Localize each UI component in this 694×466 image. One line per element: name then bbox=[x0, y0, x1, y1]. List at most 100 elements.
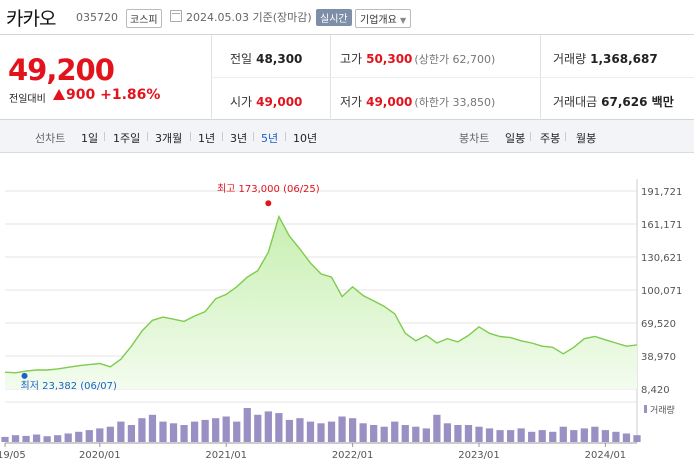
volume-bar bbox=[464, 425, 473, 442]
prev-close-cell: 전일 48,300 bbox=[230, 50, 302, 67]
volume-bar bbox=[43, 436, 51, 442]
volume-bar bbox=[601, 430, 610, 442]
x-tick-label: 2023/01 bbox=[458, 450, 500, 461]
calendar-icon bbox=[170, 10, 182, 22]
volume-bar bbox=[190, 421, 199, 442]
line-chart-label: 선차트 bbox=[35, 132, 66, 145]
tab-5y[interactable]: 5년 bbox=[261, 132, 279, 145]
volume-bar bbox=[169, 423, 178, 442]
high-cell: 고가 50,300 (상한가 62,700) bbox=[340, 50, 495, 67]
max-point-marker bbox=[265, 200, 272, 207]
lower-limit: (하한가 33,850) bbox=[414, 96, 496, 109]
tab-10y[interactable]: 10년 bbox=[293, 132, 318, 145]
tab-weekly[interactable]: 주봉 bbox=[540, 132, 561, 145]
change-percent: +1.86% bbox=[100, 87, 161, 103]
tab-1d[interactable]: 1일 bbox=[81, 132, 99, 145]
volume-bar bbox=[180, 425, 188, 442]
volume-bar bbox=[338, 416, 346, 442]
volume-bar bbox=[159, 421, 167, 442]
volume-bar bbox=[275, 413, 283, 442]
high-value: 50,300 bbox=[366, 52, 413, 66]
volume-bar bbox=[285, 419, 294, 442]
volume-bar bbox=[506, 430, 515, 442]
min-label: 최저 23,382 (06/07) bbox=[21, 380, 117, 392]
tab-daily[interactable]: 일봉 bbox=[505, 132, 526, 145]
stock-header: 카카오 035720 코스피 2024.05.03 기준(장마감) 실시간 기업… bbox=[0, 0, 694, 34]
tab-1y[interactable]: 1년 bbox=[198, 132, 216, 145]
volume-bar bbox=[412, 426, 420, 442]
volume-bar bbox=[549, 431, 557, 442]
open-cell: 시가 49,000 bbox=[230, 93, 302, 110]
tab-3m[interactable]: 3개월 bbox=[155, 132, 183, 145]
tab-3y[interactable]: 3년 bbox=[230, 132, 248, 145]
min-point-marker bbox=[21, 372, 28, 379]
up-triangle-icon bbox=[53, 89, 65, 100]
volume-bar bbox=[317, 423, 325, 442]
volume-bar bbox=[433, 414, 441, 442]
amount-value: 67,626 백만 bbox=[601, 95, 674, 109]
volume-bar bbox=[528, 431, 536, 442]
volume-bar bbox=[1, 436, 9, 442]
realtime-button[interactable]: 실시간 bbox=[316, 9, 352, 26]
volume-bar bbox=[538, 430, 546, 442]
price-chart[interactable]: 191,721 161,171 130,621 100,071 69,520 38,970… bbox=[0, 153, 694, 466]
volume-bar bbox=[296, 418, 304, 442]
amount-cell: 거래대금 67,626 백만 bbox=[553, 93, 674, 110]
low-value: 49,000 bbox=[366, 95, 413, 109]
chart-tabs: 선차트 1일 1주일 3개월 1년 3년 5년 10년 봉차트 일봉 주봉 월봉 bbox=[0, 120, 694, 153]
x-tick-label: 2022/01 bbox=[332, 450, 374, 461]
change-value: 900 bbox=[66, 87, 96, 103]
volume-bar bbox=[591, 426, 599, 442]
y-tick-label: 130,621 bbox=[641, 253, 682, 264]
open-label: 시가 bbox=[230, 95, 253, 109]
low-cell: 저가 49,000 (하한가 33,850) bbox=[340, 93, 495, 110]
volume-bar bbox=[475, 426, 483, 442]
max-label: 최고 173,000 (06/25) bbox=[217, 183, 320, 195]
volume-bar bbox=[233, 421, 241, 442]
volume-bar bbox=[117, 421, 125, 442]
company-info-button[interactable]: 기업개요 ▼ bbox=[355, 9, 412, 28]
volume-bar bbox=[580, 428, 588, 442]
volume-bar bbox=[422, 428, 430, 442]
y-tick-label: 69,520 bbox=[641, 319, 676, 330]
volume-cell: 거래량 1,368,687 bbox=[553, 50, 658, 67]
volume-bar bbox=[496, 430, 504, 442]
volume-bar bbox=[327, 421, 336, 442]
volume-bar bbox=[148, 414, 157, 442]
amount-label: 거래대금 bbox=[553, 95, 598, 109]
y-tick-label: 8,420 bbox=[641, 385, 670, 396]
tab-1w[interactable]: 1주일 bbox=[113, 132, 141, 145]
chevron-down-icon: ▼ bbox=[400, 16, 407, 25]
prev-close-label: 전일 bbox=[230, 52, 253, 66]
volume-legend-swatch bbox=[644, 405, 647, 413]
volume-bar bbox=[54, 435, 62, 442]
quote-date: 2024.05.03 기준(장마감) bbox=[186, 11, 312, 24]
change-label: 전일대비 bbox=[9, 94, 46, 105]
volume-label: 거래량 bbox=[553, 52, 587, 66]
volume-bar bbox=[85, 430, 93, 442]
tab-monthly[interactable]: 월봉 bbox=[576, 132, 597, 145]
volume-bar bbox=[243, 408, 251, 442]
upper-limit: (상한가 62,700) bbox=[414, 53, 496, 66]
x-tick-label: 2024/01 bbox=[585, 450, 627, 461]
volume-legend-label: 거래량 bbox=[650, 404, 675, 416]
volume-bar bbox=[517, 428, 525, 442]
high-label: 고가 bbox=[340, 52, 363, 66]
volume-bar bbox=[380, 426, 388, 442]
volume-bar bbox=[633, 435, 641, 442]
volume-bar bbox=[254, 414, 262, 442]
y-tick-label: 38,970 bbox=[641, 352, 676, 363]
volume-bar bbox=[570, 430, 578, 442]
volume-bar bbox=[138, 418, 146, 442]
candle-chart-label: 봉차트 bbox=[459, 132, 490, 145]
open-value: 49,000 bbox=[256, 95, 303, 109]
volume-bar bbox=[11, 435, 20, 442]
volume-bar bbox=[212, 418, 220, 442]
volume-bar bbox=[201, 419, 209, 442]
volume-bar bbox=[401, 425, 409, 442]
volume-bar bbox=[106, 426, 114, 442]
volume-bar bbox=[32, 434, 41, 442]
current-price: 49,200 bbox=[8, 53, 115, 87]
price-change: 전일대비 900 +1.86% bbox=[9, 87, 160, 105]
low-label: 저가 bbox=[340, 95, 363, 109]
